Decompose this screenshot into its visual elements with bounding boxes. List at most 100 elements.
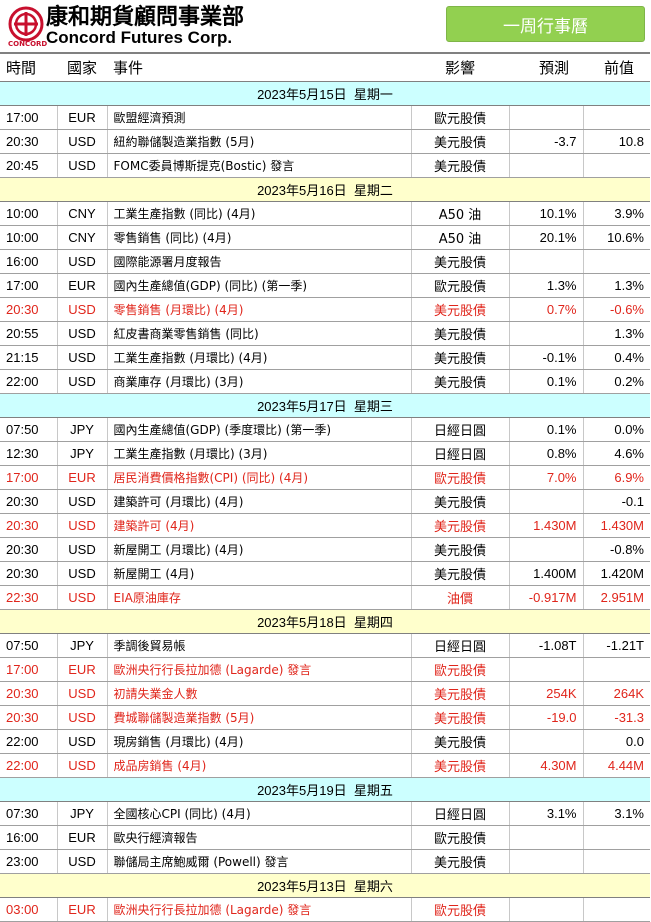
- weekday-text: 星期二: [353, 183, 393, 198]
- time-cell: 10:00: [0, 225, 58, 250]
- time-cell: 20:45: [0, 153, 58, 178]
- country-cell: USD: [57, 753, 108, 778]
- event-cell: 工業生產指數 (月環比) (4月): [107, 345, 412, 370]
- event-cell: 現房銷售 (月環比) (4月): [107, 729, 412, 754]
- table-header-row: 時間 國家 事件 影響 預測 前值: [0, 52, 650, 82]
- impact-cell: 美元股債: [411, 537, 510, 562]
- previous-cell: -1.21T: [583, 633, 650, 658]
- country-cell: USD: [57, 153, 108, 178]
- table-row: 10:00 CNY 零售銷售 (同比) (4月) A50 油 20.1% 10.6%: [0, 225, 650, 250]
- country-cell: USD: [57, 369, 108, 394]
- impact-cell: 日經日圓: [411, 633, 510, 658]
- column-header-impact: 影響: [411, 52, 509, 82]
- column-header-time: 時間: [0, 52, 57, 82]
- forecast-cell: [509, 321, 584, 346]
- date-row: 2023年5月13日 星期六: [0, 873, 650, 898]
- forecast-cell: [509, 657, 584, 682]
- event-cell: 歐洲央行行長拉加德 (Lagarde) 發言: [107, 897, 412, 922]
- forecast-cell: [509, 489, 584, 514]
- country-cell: USD: [57, 249, 108, 274]
- impact-cell: 美元股債: [411, 489, 510, 514]
- event-cell: 費城聯儲製造業指數 (5月): [107, 705, 412, 730]
- column-header-forecast: 預測: [509, 52, 583, 82]
- date-row: 2023年5月16日 星期二: [0, 177, 650, 202]
- impact-cell: A50 油: [411, 225, 510, 250]
- country-cell: USD: [57, 705, 108, 730]
- table-row: 22:00 USD 成品房銷售 (4月) 美元股債 4.30M 4.44M: [0, 753, 650, 778]
- time-cell: 03:00: [0, 897, 58, 922]
- impact-cell: 美元股債: [411, 345, 510, 370]
- country-cell: USD: [57, 513, 108, 538]
- date-spacer: [347, 399, 354, 414]
- previous-cell: 0.2%: [583, 369, 650, 394]
- weekday-text: 星期一: [353, 87, 393, 102]
- forecast-cell: 0.7%: [509, 297, 584, 322]
- calendar-body: 2023年5月15日 星期一 17:00 EUR 歐盟經濟預測 歐元股債 20:30 USD…: [0, 81, 650, 922]
- forecast-cell: 0.1%: [509, 369, 584, 394]
- time-cell: 22:30: [0, 585, 58, 610]
- forecast-cell: -0.1%: [509, 345, 584, 370]
- table-row: 20:30 USD 新屋開工 (4月) 美元股債 1.400M 1.420M: [0, 561, 650, 586]
- previous-cell: 0.4%: [583, 345, 650, 370]
- country-cell: JPY: [57, 417, 108, 442]
- table-row: 20:55 USD 紅皮書商業零售銷售 (同比) 美元股債 1.3%: [0, 321, 650, 346]
- date-cell: 2023年5月15日 星期一: [0, 81, 650, 106]
- previous-cell: 10.6%: [583, 225, 650, 250]
- table-row: 20:30 USD 初請失業金人數 美元股債 254K 264K: [0, 681, 650, 706]
- table-row: 17:00 EUR 歐洲央行行長拉加德 (Lagarde) 發言 歐元股債: [0, 657, 650, 682]
- forecast-cell: 1.400M: [509, 561, 584, 586]
- forecast-cell: 254K: [509, 681, 584, 706]
- forecast-cell: 7.0%: [509, 465, 584, 490]
- impact-cell: 美元股債: [411, 129, 510, 154]
- country-cell: EUR: [57, 657, 108, 682]
- forecast-cell: [509, 729, 584, 754]
- previous-cell: 1.3%: [583, 273, 650, 298]
- time-cell: 07:30: [0, 801, 58, 826]
- table-row: 17:00 EUR 國內生產總值(GDP) (同比) (第一季) 歐元股債 1.3% 1.…: [0, 273, 650, 298]
- date-spacer: [347, 615, 354, 630]
- time-cell: 20:30: [0, 681, 58, 706]
- previous-cell: 2.951M: [583, 585, 650, 610]
- impact-cell: 歐元股債: [411, 465, 510, 490]
- previous-cell: 1.420M: [583, 561, 650, 586]
- country-cell: CNY: [57, 201, 108, 226]
- time-cell: 20:30: [0, 537, 58, 562]
- table-row: 20:45 USD FOMC委員博斯提克(Bostic) 發言 美元股債: [0, 153, 650, 178]
- previous-cell: 0.0: [583, 729, 650, 754]
- date-text: 2023年5月15日: [257, 87, 347, 102]
- table-row: 21:15 USD 工業生產指數 (月環比) (4月) 美元股債 -0.1% 0.4%: [0, 345, 650, 370]
- country-cell: USD: [57, 489, 108, 514]
- country-cell: USD: [57, 345, 108, 370]
- impact-cell: 日經日圓: [411, 801, 510, 826]
- time-cell: 07:50: [0, 633, 58, 658]
- table-row: 07:50 JPY 季調後貿易帳 日經日圓 -1.08T -1.21T: [0, 633, 650, 658]
- column-header-event: 事件: [107, 52, 411, 82]
- event-cell: 國內生產總值(GDP) (同比) (第一季): [107, 273, 412, 298]
- event-cell: 全國核心CPI (同比) (4月): [107, 801, 412, 826]
- time-cell: 20:30: [0, 489, 58, 514]
- impact-cell: 美元股債: [411, 249, 510, 274]
- table-row: 20:30 USD 建築許可 (4月) 美元股債 1.430M 1.430M: [0, 513, 650, 538]
- time-cell: 16:00: [0, 825, 58, 850]
- forecast-cell: 10.1%: [509, 201, 584, 226]
- forecast-cell: 1.430M: [509, 513, 584, 538]
- table-row: 20:30 USD 新屋開工 (月環比) (4月) 美元股債 -0.8%: [0, 537, 650, 562]
- table-row: 17:00 EUR 居民消費價格指數(CPI) (同比) (4月) 歐元股債 7.0% 6…: [0, 465, 650, 490]
- date-text: 2023年5月16日: [257, 183, 347, 198]
- impact-cell: A50 油: [411, 201, 510, 226]
- time-cell: 10:00: [0, 201, 58, 226]
- date-cell: 2023年5月16日 星期二: [0, 177, 650, 202]
- event-cell: 商業庫存 (月環比) (3月): [107, 369, 412, 394]
- impact-cell: 歐元股債: [411, 657, 510, 682]
- date-cell: 2023年5月13日 星期六: [0, 873, 650, 898]
- country-cell: EUR: [57, 105, 108, 130]
- previous-cell: [583, 657, 650, 682]
- date-text: 2023年5月17日: [257, 399, 347, 414]
- impact-cell: 歐元股債: [411, 897, 510, 922]
- date-text: 2023年5月19日: [257, 783, 347, 798]
- date-cell: 2023年5月17日 星期三: [0, 393, 650, 418]
- previous-cell: 4.44M: [583, 753, 650, 778]
- event-cell: 紅皮書商業零售銷售 (同比): [107, 321, 412, 346]
- time-cell: 16:00: [0, 249, 58, 274]
- event-cell: 聯儲局主席鮑威爾 (Powell) 發言: [107, 849, 412, 874]
